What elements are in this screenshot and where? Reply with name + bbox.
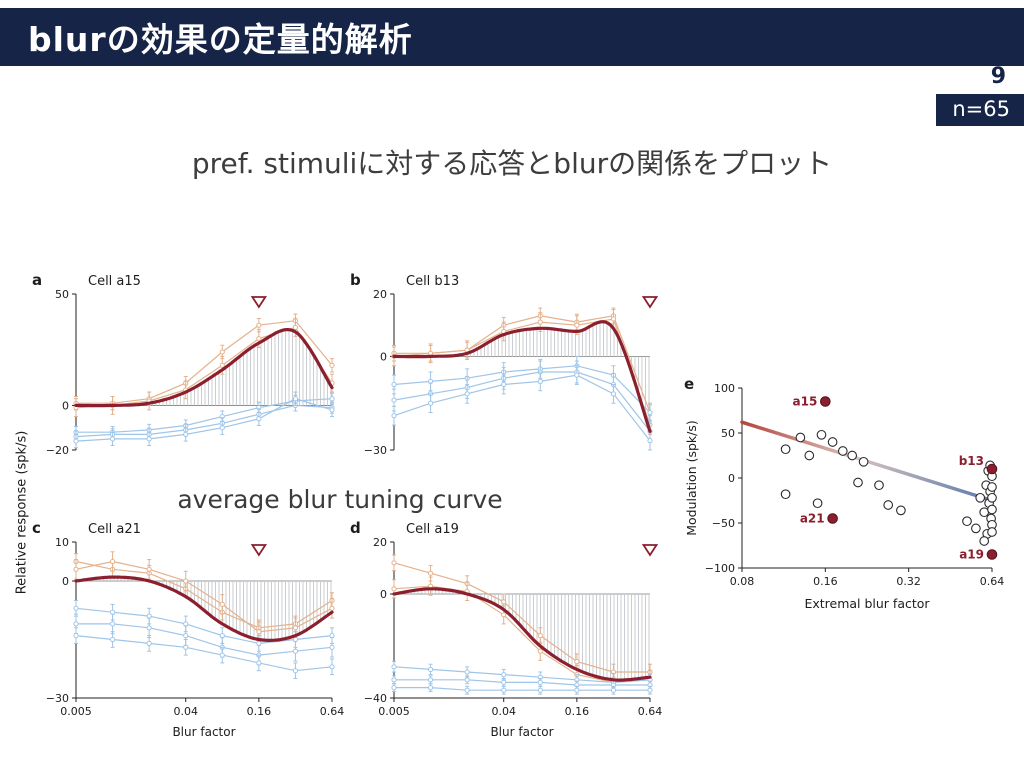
svg-text:c: c: [32, 519, 41, 537]
line-chart-c: c Cell a21 10 0 −300.005 0.04 0.16 0.64 Blur fac…: [32, 519, 344, 739]
svg-text:0.04: 0.04: [173, 705, 198, 718]
svg-text:20: 20: [373, 536, 387, 549]
svg-text:0.005: 0.005: [378, 705, 410, 718]
svg-text:Cell b13: Cell b13: [406, 274, 459, 289]
svg-text:e: e: [684, 375, 694, 393]
svg-text:a21: a21: [800, 512, 825, 526]
svg-text:0: 0: [728, 472, 735, 485]
line-chart-a: a Cell a15 50 0 −20: [32, 271, 335, 457]
svg-text:a: a: [32, 271, 42, 289]
svg-text:0.005: 0.005: [60, 705, 92, 718]
svg-text:−30: −30: [364, 444, 387, 457]
shared-y-axis-label: Relative response (spk/s): [14, 430, 30, 595]
average-curve-caption: average blur tuning curve: [177, 485, 503, 514]
svg-text:0: 0: [62, 399, 69, 412]
svg-text:−30: −30: [46, 692, 69, 705]
chart-panel-modulation-scatter: e 100 50 0 −50 −100 0.08 0.16 0.32 0.64 Extremal b…: [682, 372, 1006, 628]
svg-text:0: 0: [380, 350, 387, 363]
svg-text:b13: b13: [959, 454, 984, 468]
svg-text:−20: −20: [46, 444, 69, 457]
svg-text:a19: a19: [959, 548, 984, 562]
slide-header: blurの効果の定量的解析: [0, 8, 1024, 66]
svg-text:−40: −40: [364, 692, 387, 705]
svg-text:Cell a21: Cell a21: [88, 522, 141, 537]
svg-text:0.16: 0.16: [565, 705, 590, 718]
chart-panel-cell-b13: b Cell b13 20 0 −30: [348, 268, 662, 464]
page-number: 9: [990, 64, 1006, 89]
svg-text:Cell a19: Cell a19: [406, 522, 459, 537]
svg-text:Cell a15: Cell a15: [88, 274, 141, 289]
svg-text:b: b: [350, 271, 361, 289]
svg-text:d: d: [350, 519, 361, 537]
line-chart-d: d Cell a19 20 0 −400.005 0.04 0.16 0.64 Blur fac…: [350, 519, 662, 739]
chart-panel-cell-a19: d Cell a19 20 0 −40 0.005 0.04 0.16 0.64 Blur fac…: [348, 516, 662, 750]
svg-text:−100: −100: [705, 562, 735, 575]
svg-text:0: 0: [62, 575, 69, 588]
svg-text:a15: a15: [793, 395, 818, 409]
svg-text:0.64: 0.64: [980, 575, 1005, 588]
sample-size-badge: n=65: [936, 94, 1024, 126]
svg-text:10: 10: [55, 536, 69, 549]
svg-text:0: 0: [380, 588, 387, 601]
svg-text:0.16: 0.16: [247, 705, 272, 718]
chart-panel-cell-a21: c Cell a21 10 0 −30 0.005 0.04 0.16 0.64 Blur fac…: [30, 516, 344, 750]
slide-title: blurの効果の定量的解析: [28, 20, 413, 59]
svg-text:Extremal blur factor: Extremal blur factor: [804, 596, 930, 611]
svg-text:20: 20: [373, 288, 387, 301]
chart-panel-cell-a15: a Cell a15 50 0 −20: [30, 268, 344, 464]
svg-text:0.64: 0.64: [638, 705, 662, 718]
svg-text:0.32: 0.32: [896, 575, 921, 588]
line-chart-b: b Cell b13 20 0 −30: [350, 271, 659, 457]
svg-text:50: 50: [721, 427, 735, 440]
svg-text:Blur factor: Blur factor: [490, 725, 553, 739]
svg-text:100: 100: [714, 382, 735, 395]
svg-text:0.08: 0.08: [730, 575, 755, 588]
svg-text:Blur factor: Blur factor: [172, 725, 235, 739]
slide-subtitle: pref. stimuliに対する応答とblurの関係をプロット: [191, 147, 833, 180]
svg-text:0.16: 0.16: [813, 575, 838, 588]
svg-text:Modulation (spk/s): Modulation (spk/s): [684, 420, 699, 536]
svg-text:0.64: 0.64: [320, 705, 344, 718]
svg-text:50: 50: [55, 288, 69, 301]
svg-text:−50: −50: [712, 517, 735, 530]
svg-text:0.04: 0.04: [491, 705, 516, 718]
